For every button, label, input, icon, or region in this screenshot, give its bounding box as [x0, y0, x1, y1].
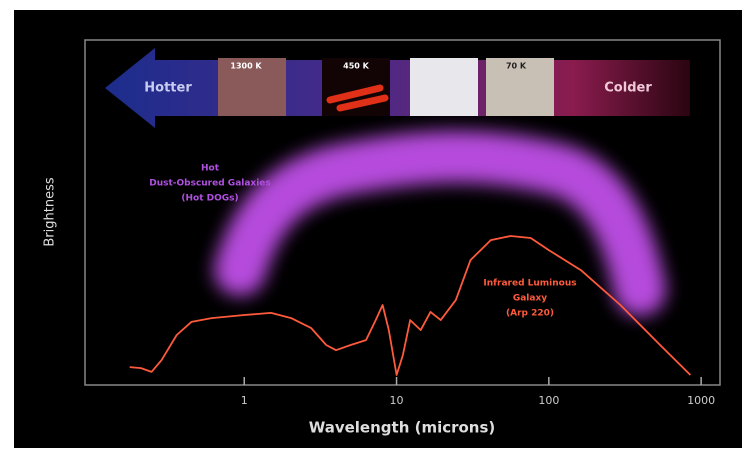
annotation: (Hot DOGs) [181, 194, 238, 204]
temp-label: 70 K [506, 62, 527, 71]
chart: Hotter Colder 1300 K 450 K 70 K Hot Dust… [0, 0, 756, 458]
x-tick-label: 100 [538, 394, 559, 407]
y-axis-label: Brightness [43, 177, 58, 246]
annotation: Hot [201, 164, 220, 174]
x-tick-label: 1 [241, 394, 248, 407]
annotation: (Arp 220) [506, 309, 554, 319]
annotation: Galaxy [513, 294, 547, 304]
page: {"chart_data": {"type": "line", "log_x":… [0, 0, 756, 458]
colder-label: Colder [604, 81, 652, 96]
thumb-penguins [410, 58, 478, 116]
annotation: Dust-Obscured Galaxies [149, 179, 271, 189]
x-tick-label: 10 [390, 394, 404, 407]
temp-label: 450 K [343, 62, 369, 71]
temp-label: 1300 K [230, 62, 262, 71]
hotter-label: Hotter [144, 81, 192, 96]
x-tick-label: 1000 [687, 394, 715, 407]
temperature-arrow [105, 48, 690, 128]
x-axis-label: Wavelength (microns) [309, 419, 496, 437]
annotation: Infrared Luminous [483, 279, 576, 289]
